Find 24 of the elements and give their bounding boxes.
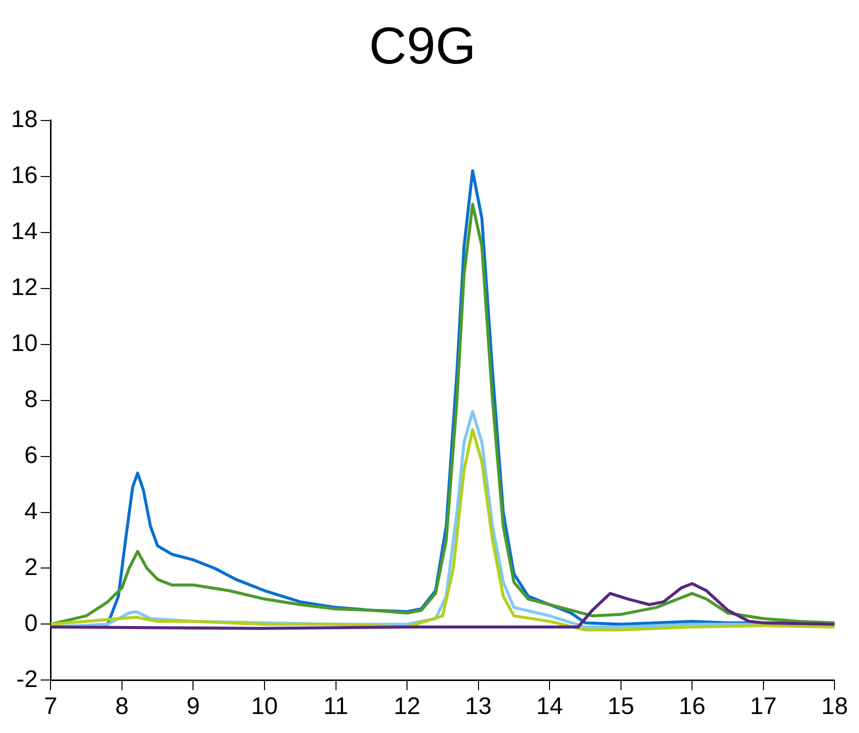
x-tick-label: 11 [323,693,348,720]
x-tick-label: 12 [394,693,420,720]
x-tick-label: 16 [678,693,706,720]
x-tick-label: 9 [186,693,200,720]
x-tick-label: 14 [536,693,563,720]
y-tick-label: 4 [24,498,38,525]
y-tick-label: -2 [16,666,38,693]
chart-title: C9G [369,18,476,76]
y-tick-label: 12 [10,274,38,301]
x-tick-label: 17 [750,693,777,720]
y-tick-label: 16 [10,162,38,190]
x-tick-label: 15 [607,693,634,720]
y-tick-label: 18 [10,106,38,134]
y-tick-label: 2 [24,554,38,581]
y-tick-label: 10 [10,330,38,357]
x-tick-label: 7 [44,693,58,720]
y-tick-label: 8 [24,386,38,413]
x-tick-label: 13 [464,693,492,720]
y-tick-label: 6 [24,442,38,469]
y-tick-label: 14 [10,218,38,245]
x-tick-label: 18 [821,693,848,720]
y-tick-label: 0 [24,610,38,637]
x-tick-label: 8 [115,693,129,720]
x-tick-label: 10 [251,693,278,720]
